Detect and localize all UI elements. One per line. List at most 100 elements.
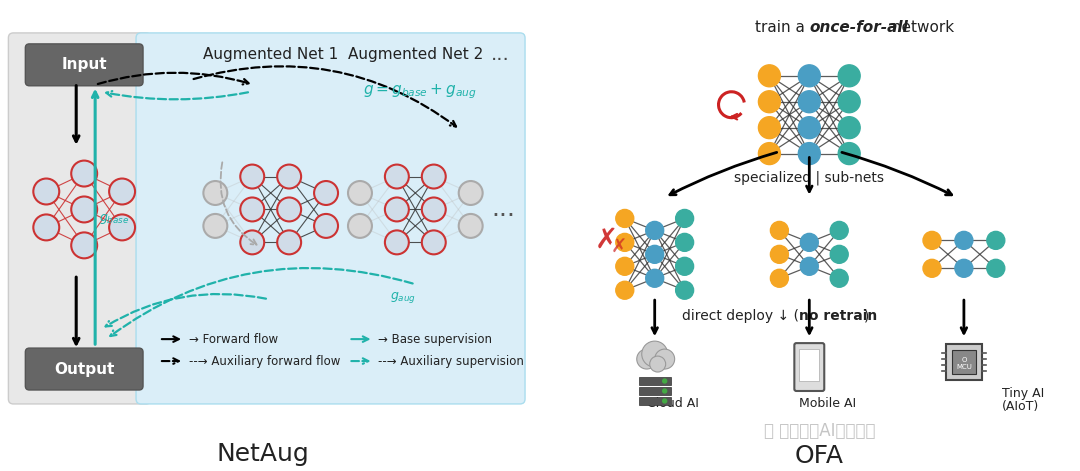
Text: → Forward flow: → Forward flow	[189, 333, 278, 346]
FancyBboxPatch shape	[638, 387, 671, 395]
Circle shape	[616, 210, 634, 227]
Text: --→ Auxiliary supervision: --→ Auxiliary supervision	[378, 355, 524, 367]
Text: NetAug: NetAug	[216, 442, 309, 466]
Circle shape	[838, 91, 860, 113]
Circle shape	[923, 231, 941, 249]
Text: ): )	[864, 309, 869, 323]
Text: network: network	[887, 20, 955, 35]
FancyBboxPatch shape	[794, 343, 824, 391]
Text: Input: Input	[62, 57, 107, 73]
Circle shape	[33, 214, 59, 240]
Circle shape	[650, 356, 665, 372]
Text: Augmented Net 1: Augmented Net 1	[203, 48, 338, 62]
Circle shape	[278, 164, 301, 188]
Circle shape	[384, 164, 409, 188]
Text: O: O	[961, 357, 967, 363]
Text: no retrain: no retrain	[799, 309, 878, 323]
Text: $g_{aug}$: $g_{aug}$	[390, 290, 417, 305]
Circle shape	[798, 65, 821, 87]
Text: Tiny AI: Tiny AI	[1002, 388, 1044, 400]
FancyBboxPatch shape	[946, 344, 982, 380]
Circle shape	[422, 230, 446, 254]
Circle shape	[758, 91, 781, 113]
Circle shape	[646, 269, 664, 287]
Circle shape	[676, 210, 693, 227]
Circle shape	[646, 245, 664, 263]
Text: (AIoT): (AIoT)	[1002, 400, 1039, 414]
Circle shape	[663, 379, 666, 383]
FancyBboxPatch shape	[9, 33, 151, 404]
Circle shape	[800, 234, 819, 252]
Circle shape	[987, 260, 1004, 277]
Text: direct deploy ↓ (: direct deploy ↓ (	[683, 309, 799, 323]
Text: once-for-all: once-for-all	[809, 20, 908, 35]
Circle shape	[240, 164, 265, 188]
Circle shape	[33, 179, 59, 204]
Circle shape	[203, 181, 227, 205]
Circle shape	[616, 281, 634, 299]
Text: ...: ...	[491, 197, 515, 221]
Circle shape	[676, 257, 693, 275]
Circle shape	[798, 117, 821, 138]
FancyBboxPatch shape	[25, 348, 143, 390]
Circle shape	[676, 281, 693, 299]
Circle shape	[203, 214, 227, 238]
Circle shape	[654, 349, 675, 369]
Circle shape	[71, 196, 97, 222]
Text: MCU: MCU	[956, 364, 972, 370]
Circle shape	[955, 260, 973, 277]
Circle shape	[240, 197, 265, 221]
Circle shape	[663, 399, 666, 403]
Text: OFA: OFA	[795, 444, 843, 468]
Circle shape	[676, 234, 693, 252]
FancyBboxPatch shape	[136, 33, 525, 404]
Circle shape	[923, 260, 941, 277]
Circle shape	[798, 143, 821, 164]
Circle shape	[348, 181, 372, 205]
Circle shape	[314, 214, 338, 238]
FancyBboxPatch shape	[951, 350, 976, 374]
Text: Output: Output	[54, 362, 114, 376]
Circle shape	[838, 65, 860, 87]
Text: → Base supervision: → Base supervision	[378, 333, 492, 346]
Text: ...: ...	[490, 45, 510, 65]
Circle shape	[955, 231, 973, 249]
Circle shape	[646, 221, 664, 239]
Text: Cloud AI: Cloud AI	[647, 398, 699, 410]
Text: train a: train a	[755, 20, 809, 35]
Circle shape	[278, 197, 301, 221]
Circle shape	[758, 65, 781, 87]
Text: ✗: ✗	[595, 226, 619, 253]
Circle shape	[422, 197, 446, 221]
Circle shape	[770, 221, 788, 239]
Text: --→ Auxiliary forward flow: --→ Auxiliary forward flow	[189, 355, 340, 367]
Text: specialized | sub-nets: specialized | sub-nets	[734, 171, 885, 185]
Text: Mobile AI: Mobile AI	[799, 398, 855, 410]
Circle shape	[109, 179, 135, 204]
Circle shape	[770, 245, 788, 263]
Circle shape	[758, 143, 781, 164]
Text: $g = g_{base} + g_{aug}$: $g = g_{base} + g_{aug}$	[363, 82, 477, 101]
FancyBboxPatch shape	[638, 377, 671, 385]
Circle shape	[637, 349, 657, 369]
Text: $g_{base}$: $g_{base}$	[99, 212, 130, 227]
FancyBboxPatch shape	[25, 44, 143, 86]
Circle shape	[770, 269, 788, 287]
Circle shape	[278, 230, 301, 254]
Circle shape	[800, 257, 819, 275]
Circle shape	[838, 143, 860, 164]
Circle shape	[987, 231, 1004, 249]
Circle shape	[459, 181, 483, 205]
Circle shape	[758, 117, 781, 138]
FancyBboxPatch shape	[799, 349, 820, 381]
FancyBboxPatch shape	[638, 397, 671, 405]
Circle shape	[663, 389, 666, 393]
Circle shape	[831, 269, 848, 287]
Circle shape	[384, 197, 409, 221]
Circle shape	[109, 214, 135, 240]
Circle shape	[616, 234, 634, 252]
Text: ✗: ✗	[610, 238, 627, 257]
Circle shape	[642, 341, 667, 367]
Circle shape	[240, 230, 265, 254]
Circle shape	[314, 181, 338, 205]
